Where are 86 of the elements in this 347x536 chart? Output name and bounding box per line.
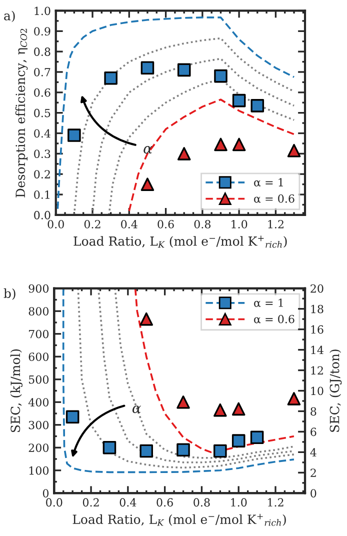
- point: [140, 444, 154, 458]
- y-axis-title: SEC, (kJ/mol): [10, 349, 23, 432]
- point: [102, 440, 116, 454]
- y-tick-label: 400: [28, 398, 49, 406]
- y2-tick-label: 20: [310, 284, 324, 293]
- point: [232, 434, 246, 448]
- x-tick-label: 0.4: [121, 220, 138, 228]
- y-tick-label: 0.5: [34, 108, 50, 118]
- y-tick-label: 0.6: [34, 88, 50, 97]
- x-tick-label: 0.2: [82, 498, 99, 507]
- point: [232, 94, 246, 108]
- y2-tick-label: 0: [310, 489, 316, 498]
- legend-label: α = 1: [254, 178, 283, 186]
- x-tick-label: 0.2: [84, 220, 100, 228]
- y-tick-label: 0.1: [34, 190, 50, 199]
- point: [140, 178, 154, 191]
- x-tick-label: 1.0: [232, 220, 248, 228]
- x-tick-label: 0.8: [194, 498, 210, 507]
- y-tick-label: 0: [42, 489, 49, 498]
- x-axis-title: Load Ratio, L$_{K}$ (mol e$^{−}$/mol K$^{+}$$_{rich}$): [74, 236, 287, 248]
- y-tick-label: 0.7: [34, 68, 50, 76]
- legend-label: α = 0.6: [254, 194, 294, 203]
- y-tick-label: 800: [28, 307, 49, 316]
- y2-tick-label: 18: [311, 304, 324, 314]
- x-tick-label: 0.0: [46, 498, 62, 507]
- point: [140, 312, 154, 326]
- chart-title: b): [4, 288, 16, 300]
- y-tick-label: 0.4: [34, 129, 50, 138]
- y-axis-title: Desorption efficiency, η$_{CO2}$: [15, 28, 28, 198]
- x-tick-label: 1.2: [268, 498, 284, 507]
- point: [140, 61, 154, 75]
- point: [68, 128, 81, 142]
- x-tick-label: 1.2: [268, 220, 284, 228]
- annotation: α: [144, 146, 152, 154]
- y-tick-label: 1.0: [34, 6, 50, 16]
- y-tick-label: 700: [28, 330, 49, 338]
- y-tick-label: 900: [28, 284, 49, 293]
- x-tick-label: 0.8: [194, 220, 211, 228]
- point: [214, 69, 228, 83]
- point: [66, 410, 80, 424]
- y2-tick-label: 10: [311, 386, 324, 396]
- x-tick-label: 0.4: [120, 498, 136, 507]
- y-tick-label: 300: [28, 420, 49, 430]
- point: [214, 444, 227, 458]
- point: [250, 99, 264, 112]
- x-axis-title: Load Ratio, L$_{K}$ (mol e$^{−}$/mol K$^{+}$$_{rich}$): [72, 514, 286, 526]
- y-tick-label: 500: [29, 375, 49, 384]
- line-series: [73, 37, 295, 215]
- y2-tick-label: 6: [310, 428, 316, 436]
- y-tick-label: 100: [29, 466, 49, 475]
- y-tick-label: 0.9: [34, 27, 50, 36]
- point: [287, 144, 301, 158]
- chart-title: a): [4, 10, 15, 22]
- x-tick-label: 0.0: [48, 220, 64, 228]
- point: [287, 392, 301, 406]
- point: [177, 147, 191, 160]
- legend-label: α = 0.6: [254, 314, 294, 324]
- point: [214, 403, 227, 417]
- point: [250, 430, 264, 444]
- point: [232, 138, 246, 152]
- point: [176, 395, 190, 409]
- point: [104, 71, 118, 85]
- point: [177, 63, 191, 77]
- y2-tick-label: 4: [310, 448, 316, 456]
- annotation: α: [132, 406, 142, 414]
- point: [232, 402, 246, 416]
- y-tick-label: 0.2: [34, 170, 50, 178]
- y2-tick-label: 8: [310, 407, 316, 416]
- line-series: [56, 16, 295, 210]
- y2-tick-label: 12: [311, 366, 323, 374]
- y-tick-label: 0.0: [34, 210, 50, 220]
- y-tick-label: 600: [28, 352, 49, 361]
- line-series: [92, 58, 295, 215]
- x-tick-label: 0.6: [158, 220, 174, 228]
- point: [176, 443, 190, 457]
- y-tick-label: 0.3: [34, 150, 50, 158]
- y-tick-label: 0.8: [34, 48, 50, 56]
- point: [214, 138, 228, 152]
- y-tick-label: 200: [28, 444, 49, 452]
- y2-tick-label: 16: [311, 325, 324, 334]
- y2-tick-label: 14: [311, 346, 324, 354]
- legend-label: α = 1: [254, 298, 283, 307]
- x-tick-label: 1.0: [231, 498, 247, 507]
- y2-tick-label: 2: [310, 468, 316, 477]
- y2-axis-title: SEC, (GJ/ton): [330, 350, 342, 432]
- x-tick-label: 0.6: [156, 498, 173, 507]
